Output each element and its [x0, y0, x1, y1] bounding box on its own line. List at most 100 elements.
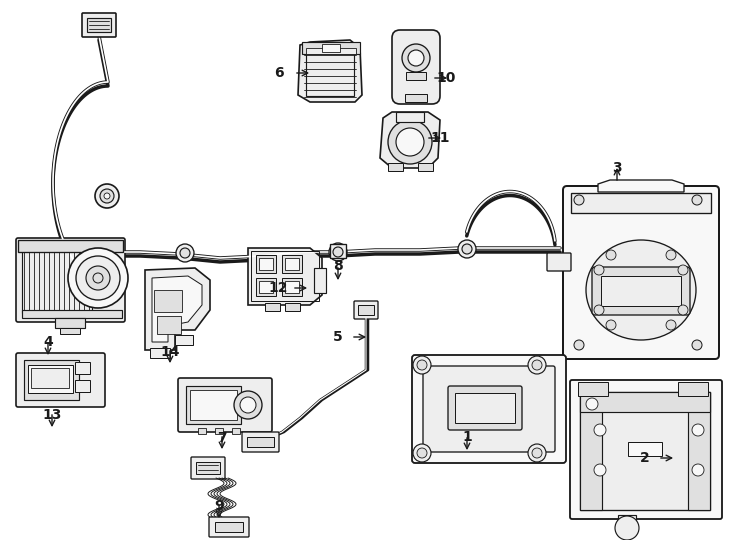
FancyBboxPatch shape: [16, 238, 125, 322]
Circle shape: [408, 50, 424, 66]
Bar: [388, 163, 403, 171]
Circle shape: [388, 120, 432, 164]
Circle shape: [462, 244, 472, 254]
Text: 10: 10: [436, 71, 456, 85]
Bar: [75, 380, 90, 392]
Bar: [580, 392, 602, 510]
Bar: [22, 310, 122, 318]
Circle shape: [413, 444, 431, 462]
Bar: [247, 437, 274, 447]
Text: 12: 12: [268, 281, 288, 295]
Circle shape: [574, 195, 584, 205]
Circle shape: [240, 397, 256, 413]
Bar: [578, 382, 608, 396]
Circle shape: [606, 250, 616, 260]
Bar: [55, 318, 85, 328]
Bar: [396, 112, 424, 122]
Circle shape: [458, 240, 476, 258]
Bar: [24, 360, 79, 400]
Text: 8: 8: [333, 259, 343, 273]
Bar: [196, 462, 220, 474]
Circle shape: [574, 340, 584, 350]
Bar: [60, 328, 80, 334]
Bar: [285, 258, 299, 270]
Bar: [215, 522, 243, 532]
Circle shape: [76, 256, 120, 300]
Text: 2: 2: [640, 451, 650, 465]
Bar: [265, 303, 280, 311]
Bar: [259, 258, 273, 270]
FancyBboxPatch shape: [547, 253, 571, 271]
Bar: [601, 276, 681, 306]
Circle shape: [413, 356, 431, 374]
Bar: [580, 392, 710, 412]
FancyBboxPatch shape: [563, 186, 719, 359]
Circle shape: [692, 464, 704, 476]
Bar: [405, 94, 427, 102]
Circle shape: [594, 265, 604, 275]
Bar: [306, 52, 354, 96]
Bar: [175, 335, 193, 345]
Circle shape: [678, 265, 688, 275]
Circle shape: [68, 248, 128, 308]
Bar: [256, 255, 276, 273]
FancyBboxPatch shape: [448, 386, 522, 430]
Bar: [282, 255, 302, 273]
Ellipse shape: [586, 240, 696, 340]
Polygon shape: [152, 276, 202, 342]
Bar: [285, 281, 299, 293]
Bar: [322, 44, 340, 52]
Circle shape: [692, 340, 702, 350]
FancyBboxPatch shape: [209, 517, 249, 537]
Bar: [22, 245, 92, 313]
Circle shape: [692, 424, 704, 436]
Polygon shape: [145, 268, 210, 350]
Bar: [688, 392, 710, 510]
Circle shape: [594, 464, 606, 476]
Text: 14: 14: [160, 345, 180, 359]
Bar: [75, 362, 90, 374]
FancyBboxPatch shape: [354, 301, 378, 319]
Circle shape: [234, 391, 262, 419]
FancyBboxPatch shape: [191, 457, 225, 479]
Circle shape: [86, 266, 110, 290]
Bar: [232, 428, 240, 434]
Bar: [628, 442, 662, 456]
Text: 6: 6: [275, 66, 284, 80]
Circle shape: [606, 320, 616, 330]
Text: 4: 4: [43, 335, 53, 349]
Circle shape: [692, 195, 702, 205]
FancyBboxPatch shape: [178, 378, 272, 432]
FancyBboxPatch shape: [392, 30, 440, 104]
Text: 9: 9: [214, 499, 224, 513]
Circle shape: [402, 44, 430, 72]
Bar: [455, 393, 515, 423]
Bar: [330, 244, 346, 258]
FancyBboxPatch shape: [412, 355, 566, 463]
Text: 13: 13: [43, 408, 62, 422]
Circle shape: [678, 305, 688, 315]
Circle shape: [417, 360, 427, 370]
Bar: [285, 303, 300, 311]
Bar: [154, 290, 182, 312]
Bar: [314, 268, 326, 293]
Bar: [157, 316, 181, 334]
Text: 3: 3: [612, 161, 622, 175]
Circle shape: [528, 356, 546, 374]
Bar: [580, 392, 710, 510]
Circle shape: [586, 398, 598, 410]
FancyBboxPatch shape: [570, 380, 722, 519]
Polygon shape: [298, 40, 362, 102]
Bar: [87, 18, 111, 32]
Circle shape: [100, 189, 114, 203]
Circle shape: [532, 448, 542, 458]
Circle shape: [594, 424, 606, 436]
FancyBboxPatch shape: [16, 353, 105, 407]
Circle shape: [615, 516, 639, 540]
Circle shape: [528, 444, 546, 462]
Circle shape: [104, 193, 110, 199]
Bar: [18, 240, 123, 252]
Circle shape: [329, 243, 347, 261]
Text: 7: 7: [217, 431, 227, 445]
Bar: [306, 48, 356, 54]
